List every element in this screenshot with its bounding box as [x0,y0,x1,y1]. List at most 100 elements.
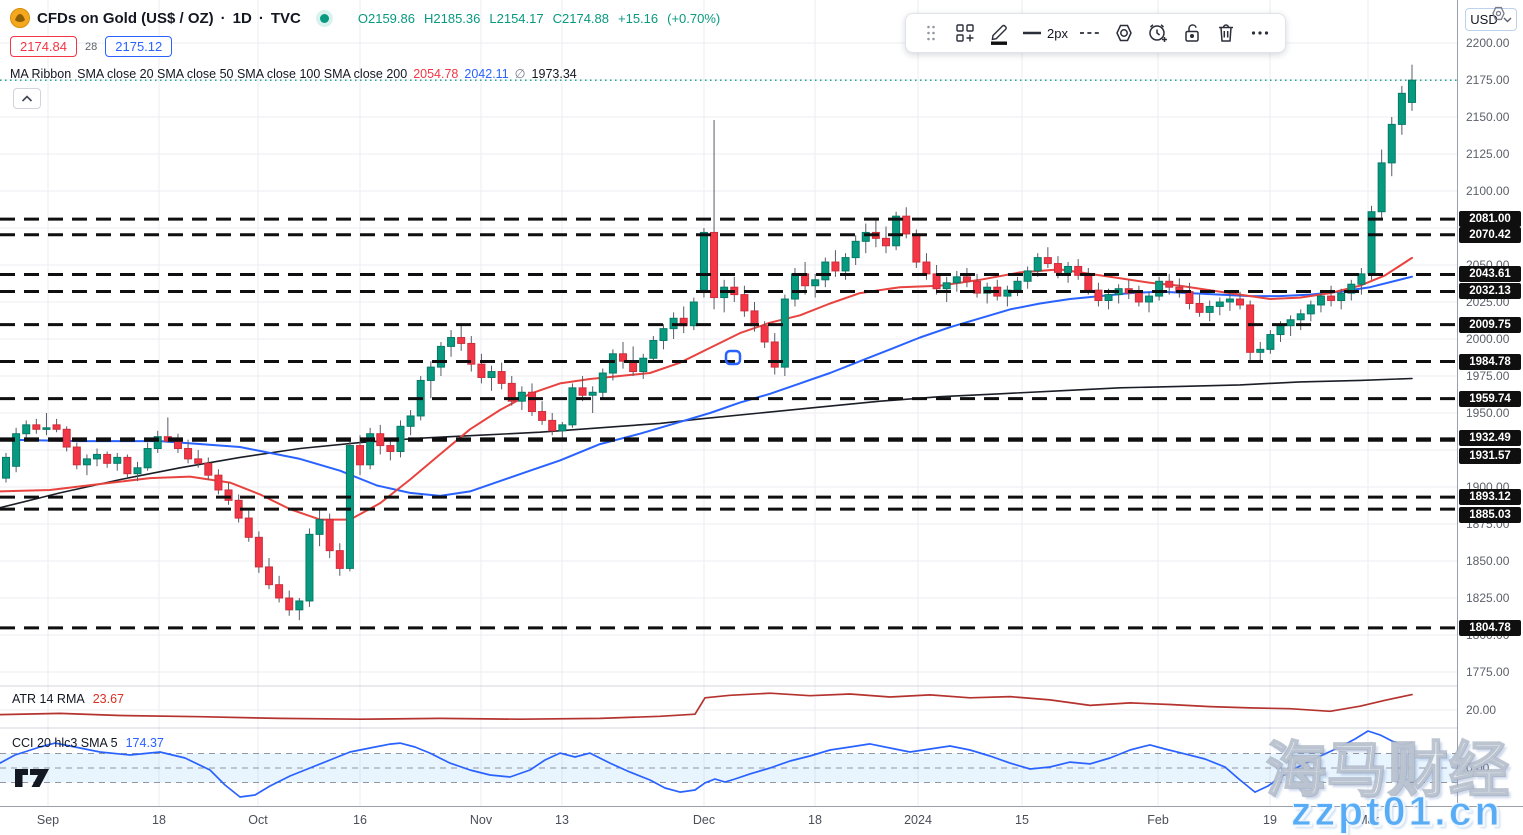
candle-body [1053,263,1062,273]
line-width-button[interactable]: 2px [1018,18,1071,48]
time-tick-label: Oct [248,813,268,827]
candle-body [608,353,617,374]
sma200-line [0,377,1413,509]
candle-body [72,446,81,466]
ma-ribbon-legend[interactable]: MA Ribbon SMA close 20 SMA close 50 SMA … [10,66,577,82]
candle-body [710,231,719,299]
time-axis[interactable]: Sep 18 Oct 16 Nov 13 Dec 18 2024 15 Feb 19 Mar [0,806,1523,835]
candle-body [184,448,193,460]
candle-body [305,533,314,602]
sma50-line [0,275,1413,497]
symbol-title[interactable]: CFDs on Gold (US$ / OZ) [37,9,214,27]
pencil-icon [991,24,1007,45]
candle-body [578,387,587,396]
price-tick-label: 1775.00 [1466,665,1510,679]
line-style-button[interactable] [1075,18,1105,48]
candle-body [689,301,698,327]
bid-ask-row: 2174.84 28 2175.12 [10,36,173,57]
ma-ribbon-title: MA Ribbon [10,66,72,81]
shape-settings-button[interactable] [1109,18,1139,48]
candle-body [325,519,334,552]
chevron-up-icon [21,94,33,102]
more-options-button[interactable] [1245,18,1275,48]
candle-body [588,391,597,396]
sma-average-value: 1973.34 [531,66,577,81]
candle-body [153,436,162,450]
color-button[interactable] [984,18,1014,48]
candle-body [1337,292,1346,302]
candle-body [861,231,870,242]
add-alert-button[interactable] [1143,18,1173,48]
candle-body [275,584,284,599]
ma-ribbon-params: SMA close 20 SMA close 50 SMA close 100 … [77,66,408,81]
candle-body [32,424,41,430]
collapse-legend-button[interactable] [13,88,41,109]
layout-add-icon [956,24,974,42]
chart-canvas[interactable] [0,0,1457,806]
candle-body [1185,291,1194,304]
lock-button[interactable] [1177,18,1207,48]
atr-legend[interactable]: ATR 14 RMA 23.67 [12,692,124,706]
candle-body [1286,319,1295,327]
cci-tick-label: 0.00 [1466,761,1490,775]
toolbar-drag-handle[interactable] [916,18,946,48]
time-tick-label: 15 [1015,813,1029,827]
candle-body [1084,274,1093,291]
candle-body [1074,265,1083,276]
candle-body [811,279,820,287]
candle-body [841,257,850,272]
hexagon-settings-icon [1116,24,1132,42]
candle-body [113,456,122,464]
time-tick-label: 13 [555,813,569,827]
low-value: 2154.17 [496,10,544,26]
interval-label[interactable]: 1D [232,9,252,27]
candle-body [912,233,921,263]
candle-body [1316,295,1325,306]
price-tick-label: 2175.00 [1466,73,1510,87]
time-tick-label: 19 [1263,813,1277,827]
candle-body [892,215,901,247]
dashed-line-icon [1079,32,1100,34]
cci-legend[interactable]: CCI 20 hlc3 SMA 5 174.37 [12,736,164,750]
delete-button[interactable] [1211,18,1241,48]
open-value: 2159.86 [367,10,415,26]
change-value: +15.16 [618,10,659,26]
price-level-label: 2070.42 [1459,226,1521,243]
candle-body [386,445,395,452]
market-status-icon[interactable] [315,9,333,27]
candle-body [922,261,931,275]
axis-settings-gear-icon[interactable] [1489,4,1508,28]
candle-body [780,298,789,368]
separator: · [258,9,264,27]
candle-body [477,363,486,378]
sell-button[interactable]: 2174.84 [10,36,77,57]
alert-clock-plus-icon [1149,24,1167,42]
candle-body [315,519,324,535]
candle-body [740,294,749,312]
candle-body [214,474,223,491]
candle-body [649,339,658,359]
atr-title: ATR 14 RMA [12,692,85,706]
candle-body [1033,257,1042,272]
price-tick-label: 2125.00 [1466,147,1510,161]
price-tick-label: 1850.00 [1466,554,1510,568]
candle-body [1347,283,1356,294]
high-value: 2185.36 [433,10,481,26]
candle-body [244,517,253,538]
candle-body [548,419,557,432]
price-level-label: 1804.78 [1459,619,1521,636]
candle-body [143,448,152,469]
candle-body [123,456,132,475]
price-tick-label: 1950.00 [1466,406,1510,420]
cci-line [0,730,1413,798]
time-tick-label: Feb [1147,813,1169,827]
buy-button[interactable]: 2175.12 [105,36,173,57]
tradingview-logo[interactable] [14,767,51,794]
candle-body [1266,334,1275,350]
candle-body [568,387,577,426]
candle-body [42,427,51,430]
price-axis[interactable]: USD 2200.00 2175.00 2150.00 2125.00 2100.00 2… [1457,0,1523,806]
template-button[interactable] [950,18,980,48]
candle-body [558,424,567,432]
candle-body [821,261,830,281]
